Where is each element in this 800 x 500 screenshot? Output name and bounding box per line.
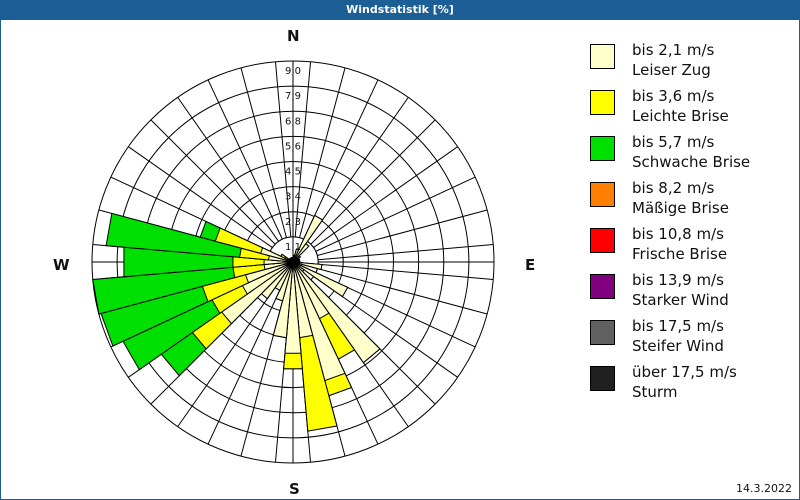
radial-tick-label: 4,5 bbox=[285, 167, 301, 178]
legend-item: bis 10,8 m/s Frische Brise bbox=[590, 225, 790, 271]
legend-speed: bis 3,6 m/s bbox=[632, 87, 715, 105]
legend-speed: bis 17,5 m/s bbox=[632, 317, 724, 335]
radial-tick-label: 6,8 bbox=[285, 116, 301, 127]
legend-speed: bis 2,1 m/s bbox=[632, 41, 715, 59]
legend-item: bis 13,9 m/s Starker Wind bbox=[590, 271, 790, 317]
legend-swatch bbox=[590, 228, 615, 253]
legend-label: Mäßige Brise bbox=[632, 199, 729, 217]
radial-tick-label: 2,3 bbox=[285, 217, 301, 228]
legend-label: Frische Brise bbox=[632, 245, 728, 263]
legend-swatch bbox=[590, 182, 615, 207]
legend-item: über 17,5 m/s Sturm bbox=[590, 363, 790, 409]
legend-swatch bbox=[590, 366, 615, 391]
legend-item: bis 8,2 m/s Mäßige Brise bbox=[590, 179, 790, 225]
compass-west: W bbox=[53, 256, 70, 274]
rose-petal bbox=[292, 261, 349, 298]
legend-label: Sturm bbox=[632, 383, 678, 401]
legend-label: Schwache Brise bbox=[632, 153, 751, 171]
legend-item: bis 17,5 m/s Steifer Wind bbox=[590, 317, 790, 363]
legend-label: Steifer Wind bbox=[632, 337, 724, 355]
legend-label: Leiser Zug bbox=[632, 61, 711, 79]
legend-speed: bis 13,9 m/s bbox=[632, 271, 724, 289]
legend-swatch bbox=[590, 136, 615, 161]
legend-item: bis 3,6 m/s Leichte Brise bbox=[590, 87, 790, 133]
legend-swatch bbox=[590, 90, 615, 115]
legend-swatch bbox=[590, 274, 615, 299]
legend-speed: über 17,5 m/s bbox=[632, 363, 737, 381]
legend-item: bis 5,7 m/s Schwache Brise bbox=[590, 133, 790, 179]
legend-speed: bis 5,7 m/s bbox=[632, 133, 715, 151]
radial-tick-label: 7,9 bbox=[285, 91, 301, 102]
compass-east: E bbox=[525, 256, 536, 274]
legend-label: Starker Wind bbox=[632, 291, 729, 309]
legend-item: bis 2,1 m/s Leiser Zug bbox=[590, 41, 790, 87]
compass-north: N bbox=[287, 27, 300, 45]
legend-label: Leichte Brise bbox=[632, 107, 729, 125]
radial-tick-label: 3,4 bbox=[285, 192, 301, 203]
rose-petal bbox=[292, 214, 324, 263]
legend-speed: bis 8,2 m/s bbox=[632, 179, 715, 197]
date-label: 14.3.2022 bbox=[736, 482, 792, 495]
radial-tick-label: 1,1 bbox=[285, 242, 301, 253]
wind-rose: 1,1 2,3 3,4 4,5 5,6 6,8 7,9 9,0 bbox=[91, 60, 495, 464]
radial-tick-label: 5,6 bbox=[285, 141, 301, 152]
legend-swatch bbox=[590, 44, 615, 69]
legend-speed: bis 10,8 m/s bbox=[632, 225, 724, 243]
radial-tick-label: 9,0 bbox=[285, 66, 301, 77]
legend-swatch bbox=[590, 320, 615, 345]
chart-title: Windstatistik [%] bbox=[0, 0, 800, 20]
compass-south: S bbox=[289, 480, 300, 498]
